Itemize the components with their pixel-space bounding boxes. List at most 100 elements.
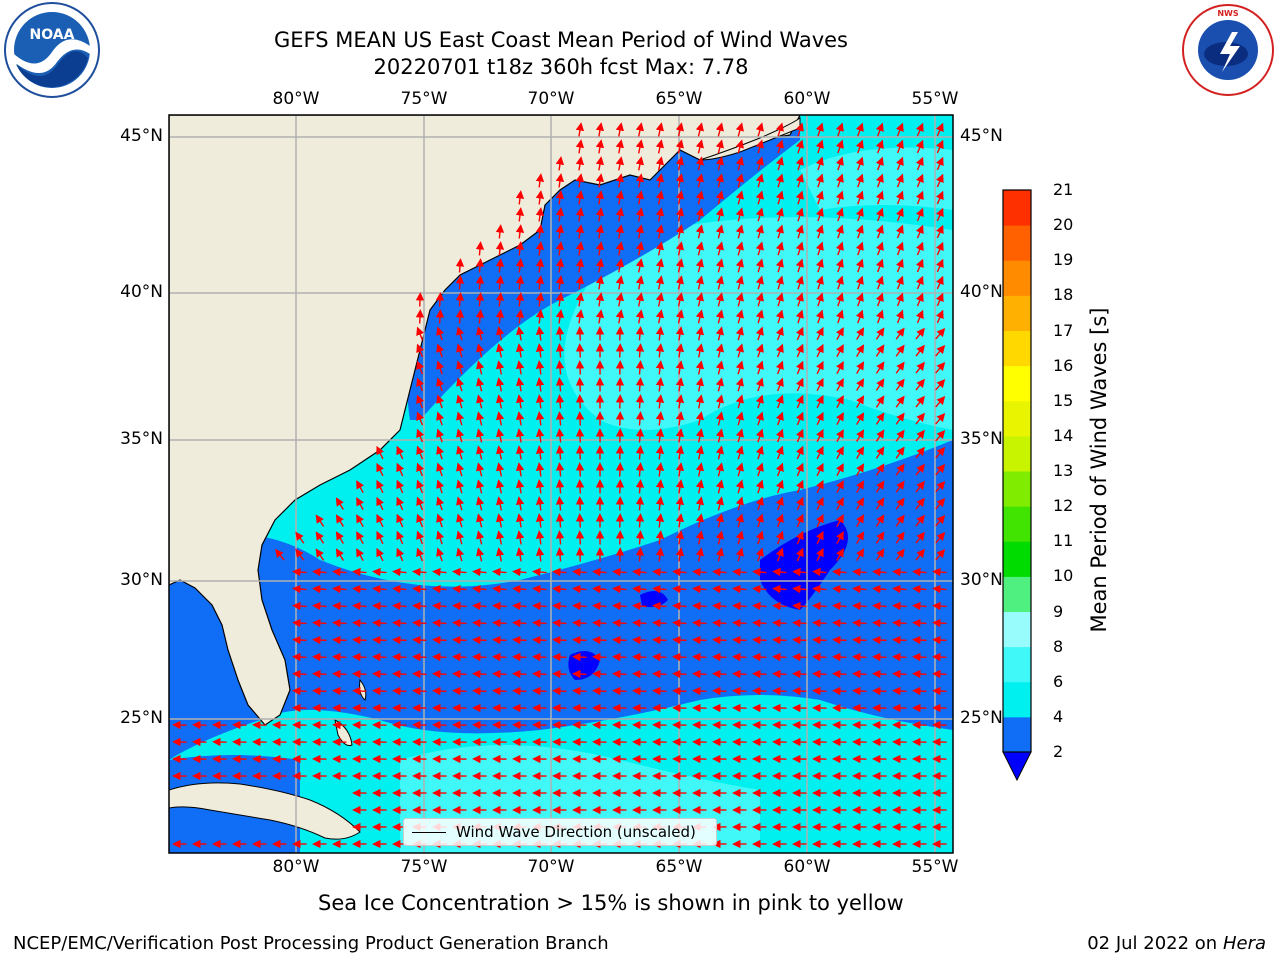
wave-direction-arrow: [675, 428, 685, 443]
wave-direction-arrow: [755, 173, 764, 188]
wave-direction-arrow: [532, 618, 547, 628]
wave-direction-arrow: [915, 122, 924, 137]
wave-direction-arrow: [932, 652, 947, 662]
wave-direction-arrow: [935, 190, 944, 205]
wave-direction-arrow: [895, 378, 905, 391]
wave-direction-arrow: [496, 445, 505, 460]
wave-direction-arrow: [715, 547, 724, 562]
wave-direction-arrow: [755, 224, 764, 239]
wave-direction-arrow: [695, 224, 704, 239]
wave-direction-arrow: [735, 394, 744, 409]
wave-direction-arrow: [575, 156, 585, 171]
wave-direction-arrow: [615, 173, 625, 188]
wave-direction-arrow: [875, 224, 884, 239]
wave-direction-arrow: [595, 292, 605, 307]
wave-direction-arrow: [735, 224, 744, 239]
wave-direction-arrow: [812, 686, 827, 696]
wave-direction-arrow: [895, 309, 904, 324]
wave-direction-arrow: [735, 513, 744, 528]
wave-direction-arrow: [836, 514, 844, 528]
wave-direction-arrow: [456, 479, 465, 494]
wave-direction-arrow: [715, 241, 724, 256]
wave-direction-arrow: [815, 241, 824, 256]
wave-direction-arrow: [496, 547, 505, 562]
wave-direction-arrow: [856, 429, 865, 442]
wave-direction-arrow: [635, 224, 645, 239]
wave-direction-arrow: [856, 378, 865, 391]
wave-direction-arrow: [552, 618, 567, 628]
wave-direction-arrow: [856, 514, 865, 527]
wave-direction-arrow: [552, 669, 567, 679]
wave-direction-arrow: [915, 446, 925, 459]
colorbar-tick-label: 17: [1053, 320, 1074, 340]
wave-direction-arrow: [855, 224, 864, 239]
wave-direction-arrow: [692, 686, 707, 696]
wave-direction-arrow: [695, 428, 705, 443]
wave-direction-arrow: [755, 122, 764, 137]
wave-direction-arrow: [412, 635, 427, 645]
wave-direction-arrow: [672, 635, 687, 645]
wave-direction-arrow: [635, 411, 645, 426]
wave-direction-arrow: [452, 652, 467, 662]
wave-direction-arrow: [535, 462, 545, 477]
wave-direction-arrow: [715, 258, 724, 273]
wave-direction-arrow: [575, 360, 585, 375]
lon-tick-label-bottom: 80°W: [272, 857, 320, 877]
wave-direction-arrow: [452, 635, 467, 645]
wave-direction-arrow: [412, 652, 427, 662]
wave-direction-arrow: [535, 241, 545, 256]
wave-direction-arrow: [675, 530, 685, 545]
wave-direction-arrow: [675, 462, 685, 477]
wave-direction-arrow: [496, 377, 505, 392]
wave-direction-arrow: [732, 601, 747, 611]
wave-direction-arrow: [392, 601, 407, 611]
wave-direction-arrow: [875, 378, 885, 391]
wave-direction-arrow: [792, 618, 807, 628]
wave-direction-arrow: [476, 496, 485, 511]
wave-direction-arrow: [695, 156, 704, 171]
wave-direction-arrow: [775, 207, 784, 222]
wave-direction-arrow: [356, 514, 364, 528]
wave-direction-arrow: [456, 360, 465, 375]
wave-direction-arrow: [816, 547, 824, 562]
wave-direction-arrow: [816, 530, 824, 545]
wave-direction-arrow: [915, 241, 924, 256]
wave-direction-arrow: [312, 669, 327, 679]
wave-direction-arrow: [712, 567, 727, 577]
machine-name: Hera: [1222, 933, 1266, 954]
wave-direction-arrow: [935, 275, 944, 290]
wave-direction-arrow: [436, 462, 445, 477]
wave-direction-arrow: [915, 378, 925, 391]
wave-direction-arrow: [892, 584, 907, 594]
wave-direction-arrow: [935, 430, 946, 442]
wave-direction-arrow: [715, 428, 724, 443]
wave-direction-arrow: [372, 567, 387, 577]
wave-direction-arrow: [856, 497, 865, 510]
wave-direction-arrow: [532, 686, 547, 696]
wave-direction-arrow: [456, 445, 465, 460]
wave-direction-arrow: [815, 224, 824, 239]
wave-direction-arrow: [835, 292, 844, 307]
wave-direction-arrow: [495, 309, 505, 324]
wave-direction-arrow: [835, 309, 844, 324]
wave-direction-arrow: [895, 514, 905, 527]
wave-direction-arrow: [492, 635, 507, 645]
wave-direction-arrow: [392, 669, 407, 679]
wave-direction-arrow: [436, 360, 445, 375]
wave-direction-arrow: [795, 190, 804, 205]
wave-direction-arrow: [875, 531, 885, 544]
wave-direction-arrow: [392, 635, 407, 645]
wave-direction-arrow: [416, 479, 425, 494]
wave-direction-arrow: [752, 601, 767, 611]
wave-direction-arrow: [655, 224, 664, 239]
wave-direction-arrow: [632, 669, 647, 679]
wave-direction-arrow: [832, 669, 847, 679]
wave-direction-arrow: [816, 445, 824, 460]
wave-direction-arrow: [695, 258, 704, 273]
wave-direction-arrow: [635, 309, 645, 324]
wave-direction-arrow: [755, 411, 764, 426]
wave-direction-arrow: [912, 669, 927, 679]
colorbar-segment: [1003, 506, 1031, 542]
wave-direction-arrow: [915, 139, 924, 154]
wave-direction-arrow: [456, 530, 465, 545]
